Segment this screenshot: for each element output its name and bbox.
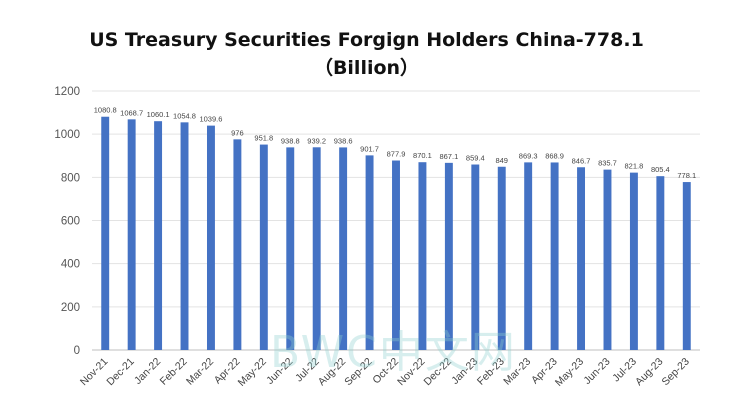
x-tick-label: Jun-23	[581, 356, 612, 387]
data-label: 868.9	[545, 151, 564, 160]
data-label: 821.8	[625, 162, 644, 171]
data-label: 1054.8	[173, 111, 196, 120]
data-label: 976	[231, 128, 244, 137]
chart-title-unit: （Billion）	[313, 57, 420, 79]
bar	[312, 147, 321, 350]
x-tick-label: Dec-21	[104, 356, 137, 389]
data-label: 938.6	[334, 136, 353, 145]
x-tick-label: May-22	[236, 356, 269, 389]
data-labels: 1080.8 1068.7 1060.1 1054.8 1039.6 976 951.8 93…	[94, 106, 696, 180]
data-label: 951.8	[254, 134, 273, 143]
bar	[365, 155, 374, 350]
bar	[471, 164, 480, 350]
bar	[259, 144, 268, 350]
data-label: 805.4	[651, 165, 670, 174]
bar	[286, 147, 295, 350]
bar	[444, 162, 453, 350]
chart-title-main: US Treasury Securities Forgign Holders C…	[89, 29, 644, 51]
data-label: 859.4	[466, 154, 485, 163]
bar	[154, 121, 163, 350]
bar	[101, 116, 110, 351]
x-tick-label: Jan-22	[132, 356, 163, 387]
bar	[682, 182, 691, 350]
bar	[550, 162, 559, 350]
x-tick-label: Mar-22	[184, 356, 216, 388]
data-label: 877.9	[387, 150, 406, 159]
x-tick-label: Sep-23	[659, 356, 692, 389]
data-label: 869.3	[519, 151, 538, 160]
data-label: 867.1	[439, 152, 458, 161]
data-label: 835.7	[598, 159, 617, 168]
y-tick-label: 400	[61, 259, 80, 271]
bar	[497, 166, 506, 350]
y-tick-label: 1200	[54, 86, 80, 98]
data-label: 870.1	[413, 151, 432, 160]
x-tick-label: Aug-23	[633, 356, 666, 389]
bar	[656, 176, 665, 350]
watermark: BWC中文网	[270, 327, 517, 378]
bars	[101, 116, 691, 351]
data-label: 901.7	[360, 144, 379, 153]
y-tick-label: 600	[61, 216, 80, 228]
y-tick-label: 1000	[54, 129, 80, 141]
chart-title: US Treasury Securities Forgign Holders C…	[0, 26, 733, 82]
data-label: 1080.8	[94, 106, 117, 115]
bar	[629, 172, 638, 350]
data-label: 938.8	[281, 136, 300, 145]
y-tick-label: 800	[61, 172, 80, 184]
bar	[180, 122, 189, 351]
bar	[418, 162, 427, 350]
x-tick-label: May-23	[553, 356, 586, 389]
data-label: 846.7	[572, 156, 591, 165]
data-label: 939.2	[307, 136, 326, 145]
data-label: 1060.1	[147, 110, 170, 119]
bar	[206, 125, 215, 351]
bar	[524, 162, 533, 350]
y-tick-label: 0	[74, 345, 80, 357]
bar	[233, 139, 242, 350]
data-label: 849	[495, 156, 508, 165]
bar	[603, 169, 612, 350]
y-axis: 0 200 400 600 800 1000 1200	[54, 86, 80, 357]
data-label: 778.1	[677, 171, 696, 180]
y-tick-label: 200	[61, 302, 80, 314]
bar	[339, 147, 348, 350]
data-label: 1039.6	[199, 115, 222, 124]
x-tick-label: Nov-21	[78, 356, 111, 389]
bar	[127, 119, 136, 350]
bar	[392, 160, 400, 350]
bar	[577, 167, 586, 350]
data-label: 1068.7	[120, 108, 143, 117]
x-tick-label: Feb-22	[158, 356, 190, 388]
grid-lines	[92, 90, 700, 351]
